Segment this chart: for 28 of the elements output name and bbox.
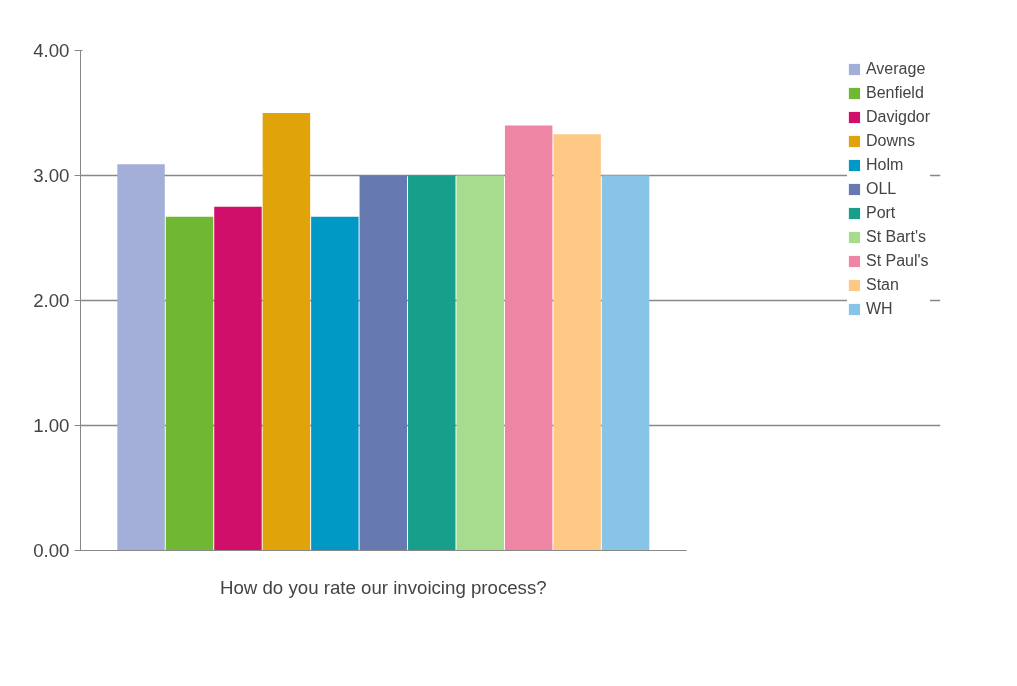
legend-label: Holm (865, 156, 904, 174)
bar (359, 175, 408, 551)
bar (311, 216, 359, 551)
legend-label: Downs (865, 132, 915, 150)
y-tick-label: 4.00 (33, 40, 70, 61)
bar (504, 125, 553, 551)
bar (262, 113, 311, 551)
y-tick-label: 1.00 (33, 415, 70, 436)
bar (456, 175, 504, 551)
legend-label: St Bart's (865, 228, 926, 246)
legend-label: St Paul's (865, 252, 929, 270)
bar (408, 175, 456, 551)
bar (214, 206, 262, 551)
legend-label: Port (865, 204, 896, 222)
legend-label: OLL (865, 180, 897, 198)
legend-label: Stan (865, 276, 899, 294)
bar (553, 134, 601, 551)
y-tick-label: 3.00 (33, 165, 70, 186)
x-tick-label: How do you rate our invoicing process? (219, 576, 547, 598)
bar (117, 164, 165, 551)
legend-label: Benfield (865, 84, 924, 102)
bar (601, 175, 650, 551)
bar (165, 216, 214, 551)
legend-label: Average (865, 60, 926, 78)
legend-label: Davigdor (865, 108, 930, 126)
y-tick-label: 0.00 (33, 540, 70, 561)
legend-label: WH (865, 300, 893, 318)
y-tick-label: 2.00 (33, 290, 70, 311)
